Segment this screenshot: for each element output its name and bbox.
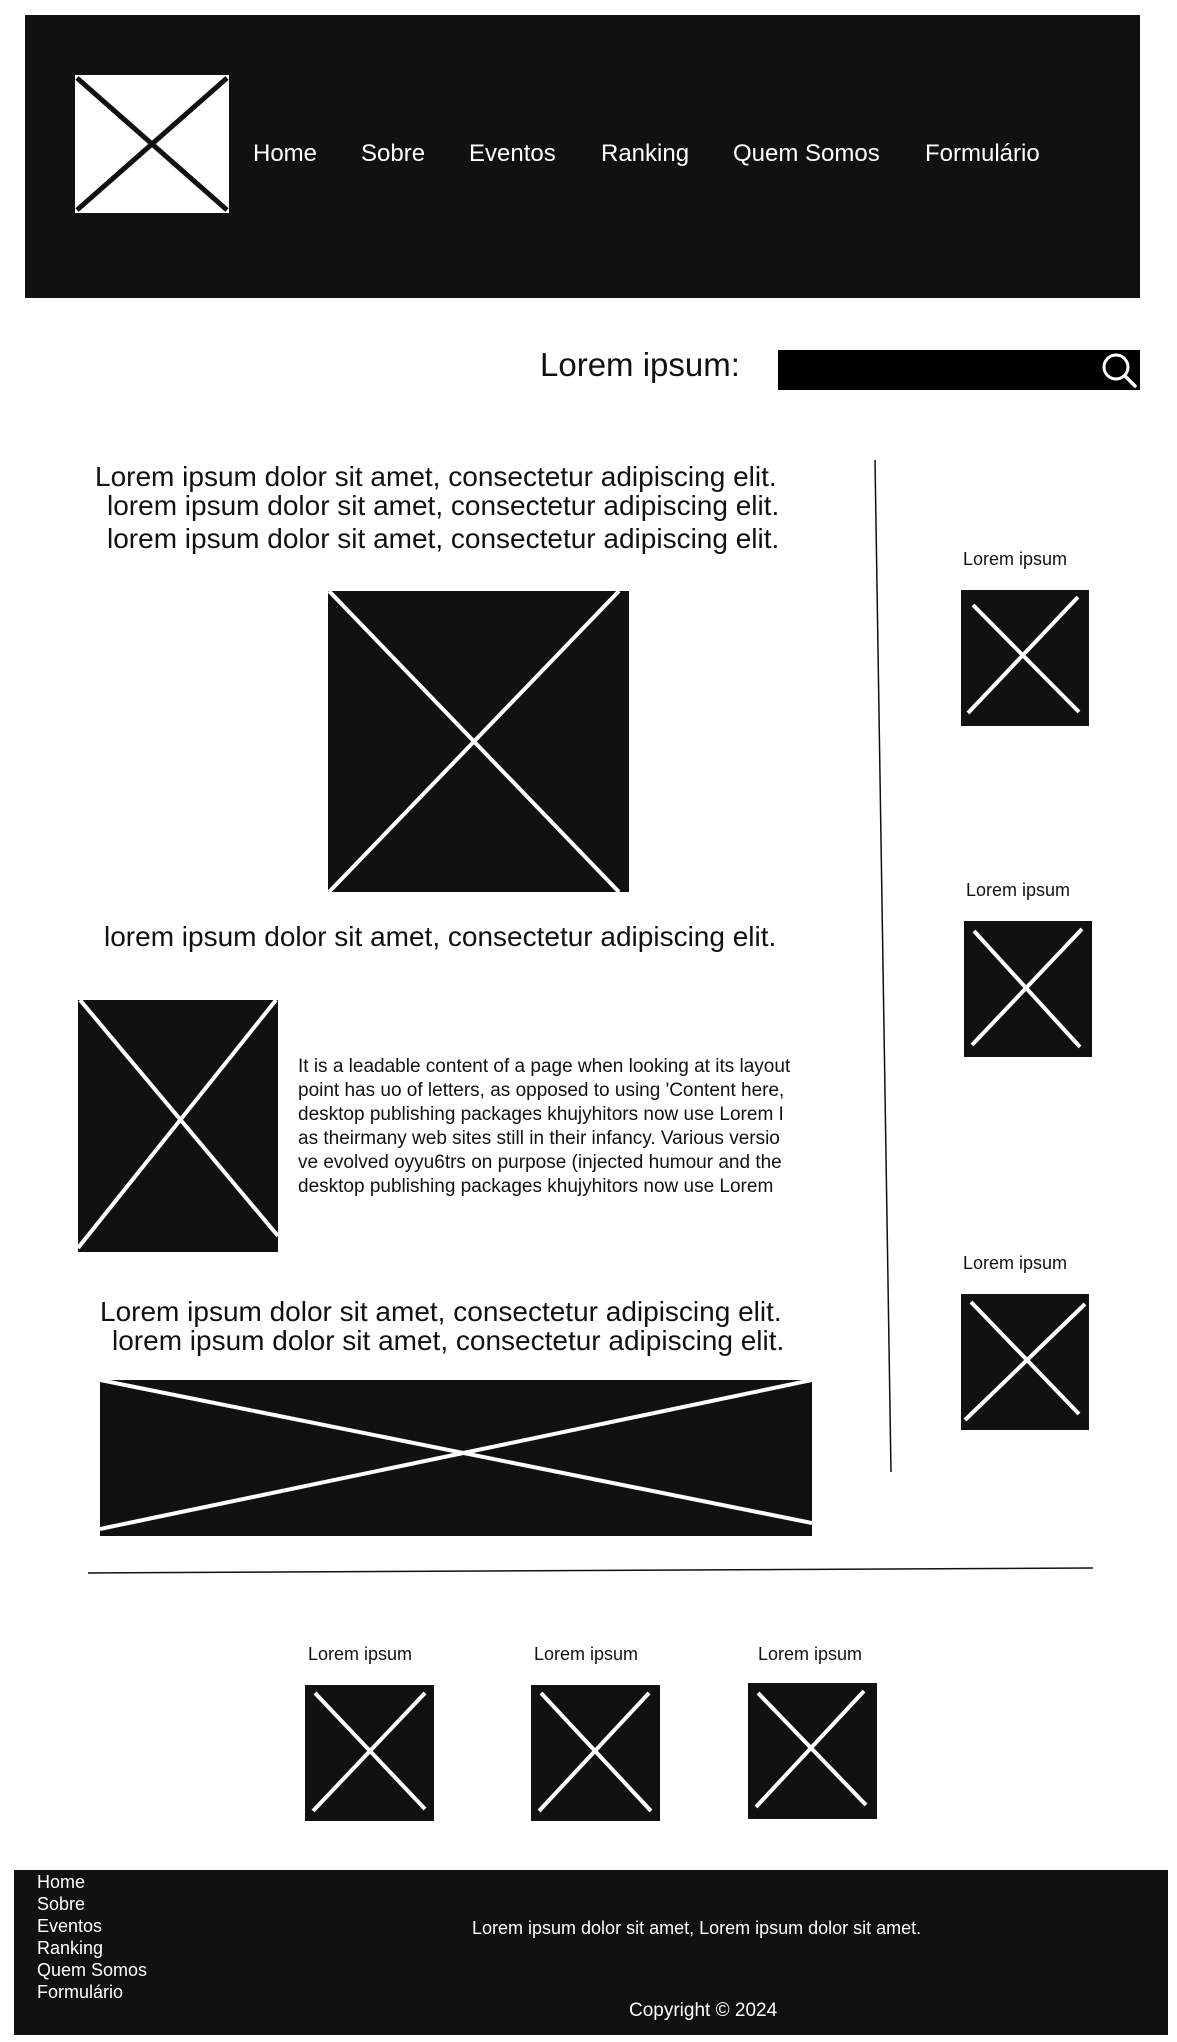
paragraph-line: point has uo of letters, as opposed to u… — [298, 1080, 785, 1101]
footer-link-sobre[interactable]: Sobre — [37, 1894, 86, 1914]
column-divider — [873, 460, 893, 1472]
footer-link-quem-somos[interactable]: Quem Somos — [37, 1960, 148, 1980]
nav-home-link[interactable]: Home — [253, 140, 318, 167]
search-box — [778, 350, 1140, 390]
search-label: Lorem ipsum: — [540, 346, 740, 383]
sidebar-image-placeholder-icon[interactable] — [964, 921, 1092, 1057]
footer-link-eventos[interactable]: Eventos — [37, 1916, 103, 1936]
nav-quem-somos-link[interactable]: Quem Somos — [733, 140, 880, 167]
paragraph-line: as theirmany web sites still in their in… — [298, 1128, 780, 1149]
section-divider — [88, 1565, 1093, 1575]
footer-text: Lorem ipsum dolor sit amet, Lorem ipsum … — [472, 1918, 922, 1938]
hero-image-placeholder-icon — [328, 591, 629, 892]
sidebar-caption: Lorem ipsum — [963, 1253, 1068, 1273]
nav-eventos-link[interactable]: Eventos — [469, 140, 556, 167]
sidebar-caption: Lorem ipsum — [966, 880, 1071, 900]
search-input[interactable] — [778, 350, 1088, 390]
footer-link-home[interactable]: Home — [37, 1872, 86, 1892]
intro-line-3: lorem ipsum dolor sit amet, consectetur … — [107, 523, 780, 554]
gallery-image-placeholder-icon[interactable] — [531, 1685, 660, 1821]
nav-formulario-link[interactable]: Formulário — [925, 140, 1040, 167]
nav-sobre-link[interactable]: Sobre — [361, 140, 426, 167]
paragraph-line: It is a leadable content of a page when … — [298, 1056, 791, 1077]
closing-line-1: Lorem ipsum dolor sit amet, consectetur … — [100, 1296, 782, 1327]
paragraph-line: ve evolved oyyu6trs on purpose (injected… — [298, 1152, 782, 1173]
gallery-caption: Lorem ipsum — [308, 1644, 413, 1664]
gallery-caption: Lorem ipsum — [534, 1644, 639, 1664]
paragraph-line: desktop publishing packages khujyhitors … — [298, 1176, 774, 1197]
article-paragraph: It is a leadable content of a page when … — [298, 1055, 790, 1199]
gallery-caption: Lorem ipsum — [758, 1644, 863, 1664]
footer-link-formulario[interactable]: Formulário — [37, 1982, 124, 2002]
paragraph-line: desktop publishing packages khujyhitors … — [298, 1104, 784, 1125]
gallery-image-placeholder-icon[interactable] — [748, 1683, 877, 1819]
logo-image-placeholder-icon[interactable] — [75, 75, 229, 213]
gallery-image-placeholder-icon[interactable] — [305, 1685, 434, 1821]
copyright-text: Copyright © 2024 — [629, 2000, 778, 2021]
sidebar-image-placeholder-icon[interactable] — [961, 590, 1089, 726]
closing-line-2: lorem ipsum dolor sit amet, consectetur … — [112, 1325, 785, 1356]
sidebar-image-placeholder-icon[interactable] — [961, 1294, 1089, 1430]
footer-link-ranking[interactable]: Ranking — [37, 1938, 104, 1958]
article-image-placeholder-icon — [78, 1000, 278, 1252]
search-icon[interactable] — [1100, 351, 1138, 389]
sidebar-caption: Lorem ipsum — [963, 549, 1068, 569]
site-footer — [14, 1870, 1168, 2035]
nav-ranking-link[interactable]: Ranking — [601, 140, 690, 167]
intro-line-2: lorem ipsum dolor sit amet, consectetur … — [107, 490, 780, 521]
image-caption: lorem ipsum dolor sit amet, consectetur … — [104, 921, 777, 952]
banner-image-placeholder-icon — [100, 1380, 812, 1536]
intro-line-1: Lorem ipsum dolor sit amet, consectetur … — [95, 461, 777, 492]
